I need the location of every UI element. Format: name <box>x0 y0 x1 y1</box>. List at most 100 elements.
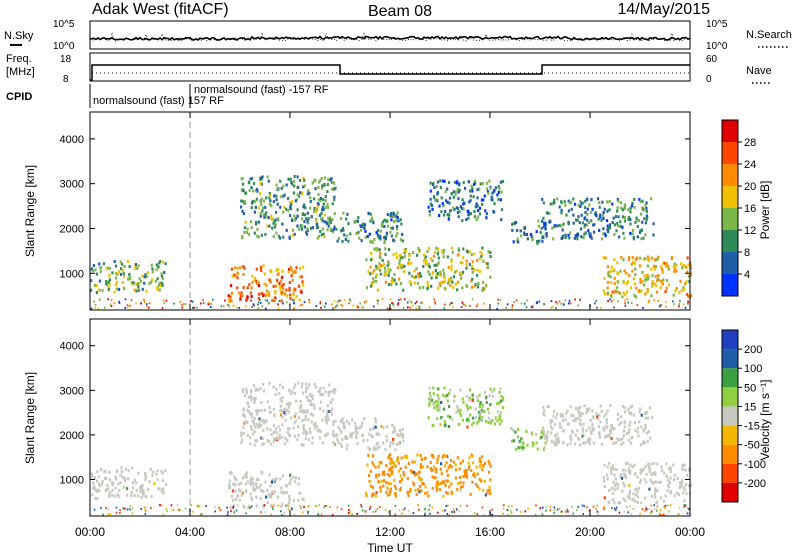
echo-cell <box>136 494 140 498</box>
noise-cell <box>530 305 533 308</box>
echo-cell <box>588 203 591 207</box>
echo-cell <box>491 191 494 195</box>
echo-cell <box>429 467 433 470</box>
echo-cell <box>418 476 421 480</box>
echo-cell <box>630 412 633 416</box>
noise-cell <box>172 509 175 512</box>
noise-cell <box>648 299 651 302</box>
noise-cell <box>285 504 287 507</box>
echo-cell <box>447 466 450 470</box>
echo-cell <box>469 406 472 409</box>
echo-cell <box>447 217 450 221</box>
echo-cell <box>628 215 631 219</box>
echo-cell <box>449 388 452 392</box>
echo-cell <box>411 460 414 464</box>
echo-cell <box>273 424 276 428</box>
echo-cell <box>660 279 663 283</box>
echo-cell <box>604 292 607 296</box>
echo-cell <box>249 396 252 400</box>
echo-cell <box>473 179 477 183</box>
echo-cell <box>651 280 654 284</box>
echo-cell <box>260 197 263 201</box>
echo-cell <box>678 291 681 295</box>
noise-cell <box>257 307 260 310</box>
echo-cell <box>250 412 253 416</box>
noise-cell <box>355 305 358 307</box>
echo-cell <box>645 273 648 277</box>
echo-cell <box>134 267 137 271</box>
echo-cell <box>250 498 254 502</box>
echo-cell <box>422 253 425 257</box>
echo-cell <box>500 399 503 403</box>
echo-cell <box>345 447 348 451</box>
noise-cell <box>277 504 279 507</box>
echo-cell <box>597 424 601 428</box>
echo-cell <box>620 415 623 419</box>
echo-cell <box>380 424 383 428</box>
echo-cell <box>375 273 378 277</box>
noise-cell <box>451 511 453 513</box>
noise-cell <box>513 301 515 304</box>
echo-cell <box>270 433 273 436</box>
echo-cell <box>535 230 538 234</box>
echo-cell <box>603 463 606 467</box>
noise-cell <box>409 306 411 309</box>
noise-cell <box>414 302 417 305</box>
velocity-colorbar-label: Velocity [m s⁻¹] <box>758 379 772 460</box>
echo-cell <box>603 428 606 432</box>
echo-cell <box>624 499 627 503</box>
echo-cell <box>486 489 489 493</box>
echo-cell <box>435 263 438 267</box>
echo-cell <box>531 441 534 445</box>
echo-cell <box>473 215 476 219</box>
echo-cell <box>612 467 615 471</box>
echo-cell <box>442 248 445 252</box>
echo-cell <box>326 183 329 187</box>
echo-cell <box>581 201 584 205</box>
echo-cell <box>587 229 590 233</box>
noise-cell <box>341 304 344 307</box>
echo-cell <box>342 426 345 430</box>
echo-cell <box>242 408 245 412</box>
echo-cell <box>394 448 397 452</box>
echo-cell <box>579 443 582 447</box>
echo-cell <box>553 201 556 205</box>
echo-cell <box>598 431 601 435</box>
echo-cell <box>448 279 451 283</box>
echo-cell <box>641 199 644 203</box>
echo-cell <box>274 393 277 397</box>
echo-cell <box>132 486 135 490</box>
echo-cell <box>486 266 489 270</box>
echo-cell <box>521 446 524 450</box>
echo-cell <box>449 209 452 213</box>
echo-cell <box>479 250 482 254</box>
echo-cell <box>271 490 274 494</box>
echo-cell <box>596 415 599 419</box>
echo-cell <box>642 428 645 432</box>
echo-cell <box>633 198 636 201</box>
echo-cell <box>341 227 345 230</box>
noise-cell <box>118 300 120 303</box>
noise-cell <box>574 298 576 301</box>
noise-cell <box>235 509 238 512</box>
noise-cell <box>613 306 615 309</box>
echo-cell <box>493 189 496 192</box>
echo-cell <box>573 236 576 240</box>
echo-cell <box>272 503 276 507</box>
noise-cell <box>397 302 400 305</box>
echo-cell <box>578 437 581 441</box>
echo-cell <box>574 234 577 238</box>
echo-cell <box>334 443 337 446</box>
power-frame <box>89 111 691 311</box>
echo-cell <box>136 266 139 270</box>
noise-cell <box>555 307 557 310</box>
echo-cell <box>347 222 350 225</box>
echo-cell <box>654 473 657 477</box>
echo-cell <box>454 468 458 472</box>
echo-cell <box>430 469 433 473</box>
echo-cell <box>640 237 643 241</box>
noise-cell <box>162 299 165 302</box>
echo-cell <box>403 264 406 268</box>
echo-cell <box>620 421 623 425</box>
